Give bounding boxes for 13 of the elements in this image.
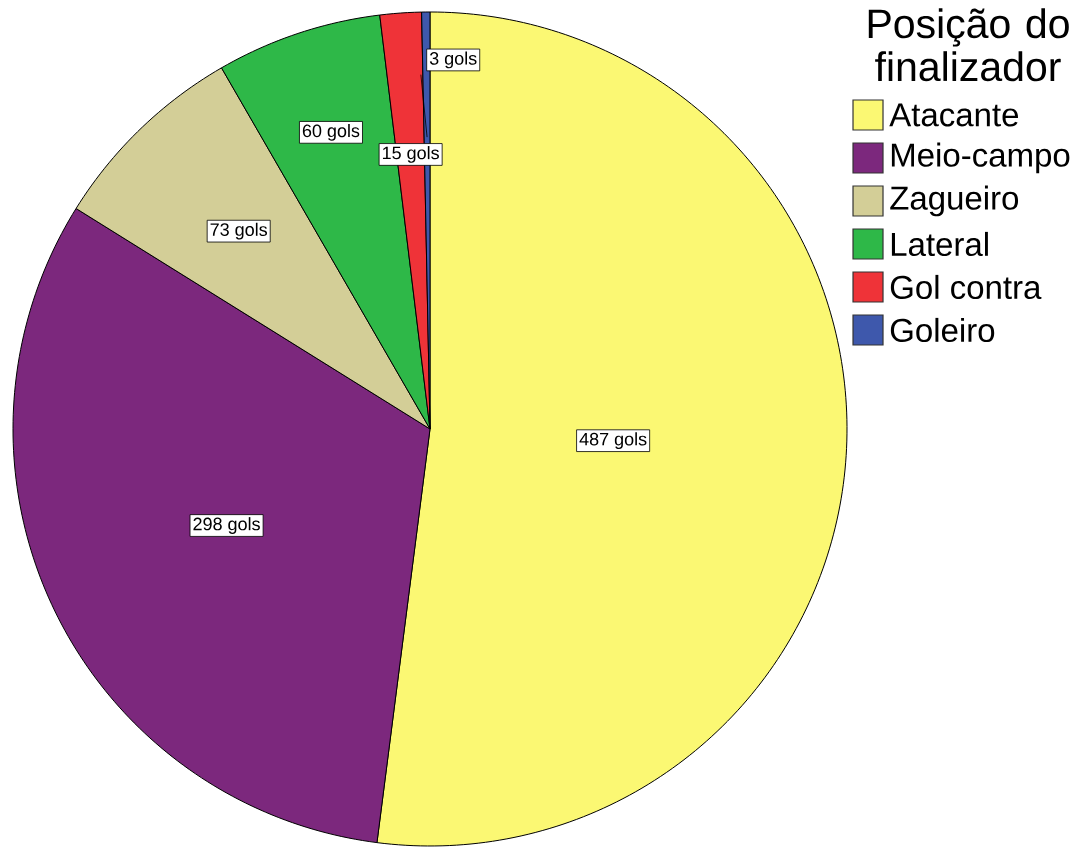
legend-label: Gol contra <box>890 274 1042 300</box>
data-label: 487 gols <box>579 432 647 450</box>
legend-label: Lateral <box>891 231 988 257</box>
data-label: 15 gols <box>382 146 439 163</box>
legend-label: Goleiro <box>890 317 995 343</box>
legend-label: Atacante <box>889 103 1018 127</box>
legend-label: Meio-campo <box>891 142 1070 174</box>
legend-title: Posição do finalizador <box>868 8 1069 82</box>
data-label: 60 gols <box>302 123 360 141</box>
data-label: 73 gols <box>210 222 268 240</box>
data-label: 298 gols <box>193 517 260 534</box>
legend-label: Zagueiro <box>890 185 1019 217</box>
data-label: 3 gols <box>429 51 477 69</box>
